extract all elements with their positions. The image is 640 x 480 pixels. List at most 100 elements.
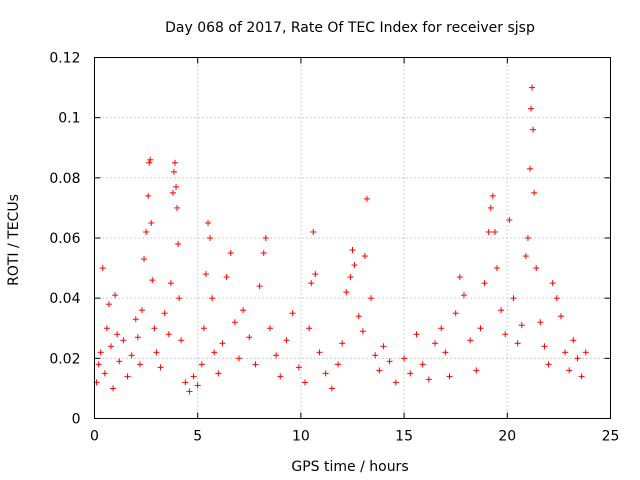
data-point <box>498 307 505 314</box>
data-point <box>143 228 150 235</box>
data-point <box>182 379 189 386</box>
data-point <box>207 235 214 241</box>
plot-frame <box>94 57 611 419</box>
x-tick-label: 0 <box>90 429 99 445</box>
data-point <box>351 262 358 269</box>
data-point <box>335 361 342 368</box>
data-point <box>178 337 185 344</box>
x-tick-label: 20 <box>498 429 516 445</box>
x-tick-label: 5 <box>193 429 202 445</box>
data-point <box>145 192 152 199</box>
data-point <box>524 235 531 241</box>
data-point <box>211 349 218 356</box>
data-point <box>347 274 354 281</box>
data-point <box>256 283 263 290</box>
data-point <box>570 337 577 344</box>
y-axis-label: ROTI / TECUs <box>6 194 22 286</box>
data-point <box>446 373 453 380</box>
data-point <box>467 337 474 344</box>
data-point <box>252 361 259 368</box>
data-point <box>322 370 329 377</box>
data-point <box>116 358 123 365</box>
data-point <box>190 373 197 380</box>
data-point <box>167 280 174 287</box>
data-point <box>169 189 176 196</box>
data-point <box>442 349 449 356</box>
data-point <box>460 292 467 299</box>
data-point <box>138 307 145 314</box>
data-point <box>368 295 375 302</box>
data-point <box>566 367 573 374</box>
data-point <box>541 343 548 350</box>
data-point <box>202 271 209 278</box>
data-point <box>149 277 156 284</box>
data-point <box>502 331 509 338</box>
data-point <box>99 265 106 272</box>
data-point <box>295 364 302 371</box>
data-point <box>120 337 127 344</box>
data-point <box>97 349 104 356</box>
data-point <box>533 265 540 272</box>
data-point <box>310 228 317 235</box>
data-point <box>194 382 201 389</box>
chart-title: Day 068 of 2017, Rate Of TEC Index for r… <box>165 20 535 36</box>
data-point <box>132 316 139 323</box>
data-point <box>578 373 585 380</box>
data-point <box>173 183 180 190</box>
data-point <box>161 310 168 317</box>
data-point <box>266 325 273 332</box>
data-point <box>557 313 564 320</box>
data-points <box>93 84 589 395</box>
data-point <box>105 301 112 308</box>
data-point <box>339 340 346 347</box>
data-point <box>312 271 319 278</box>
data-point <box>491 228 498 235</box>
data-point <box>477 325 484 332</box>
data-point <box>215 370 222 377</box>
data-point <box>549 280 556 287</box>
data-point <box>386 358 393 365</box>
data-point <box>175 241 182 248</box>
data-point <box>262 235 269 241</box>
data-point <box>376 367 383 374</box>
data-point <box>487 204 494 211</box>
data-point <box>456 274 463 281</box>
data-point <box>95 361 102 368</box>
data-point <box>530 126 537 133</box>
data-point <box>355 313 362 320</box>
data-point <box>522 253 529 260</box>
data-point <box>101 370 108 377</box>
data-point <box>361 253 368 260</box>
data-point <box>432 340 439 347</box>
data-point <box>306 325 313 332</box>
data-point <box>283 337 290 344</box>
y-tick-label: 0.1 <box>58 111 80 127</box>
data-point <box>110 385 117 392</box>
data-point <box>289 310 296 317</box>
data-point <box>157 364 164 371</box>
data-point <box>518 322 525 329</box>
data-point <box>148 219 155 226</box>
data-point <box>363 195 370 202</box>
data-point <box>209 295 216 302</box>
data-point <box>205 219 212 226</box>
data-point <box>527 165 534 172</box>
data-point <box>438 325 445 332</box>
data-point <box>219 340 226 347</box>
data-point <box>493 265 500 272</box>
data-point <box>186 388 193 395</box>
data-point <box>562 349 569 356</box>
x-tick-label: 25 <box>602 429 620 445</box>
data-point <box>528 105 535 112</box>
data-point <box>413 331 420 338</box>
axis-ticks: 0 5 10 15 20 25 0 0.02 0.04 0.06 0.08 0.1 0.12 <box>49 51 619 445</box>
data-point <box>302 379 309 386</box>
data-point <box>260 250 267 257</box>
data-point <box>170 168 177 175</box>
data-point <box>506 216 513 223</box>
data-point <box>114 331 121 338</box>
data-point <box>200 325 207 332</box>
data-point <box>141 256 148 263</box>
data-point <box>108 343 115 350</box>
data-point <box>514 340 521 347</box>
